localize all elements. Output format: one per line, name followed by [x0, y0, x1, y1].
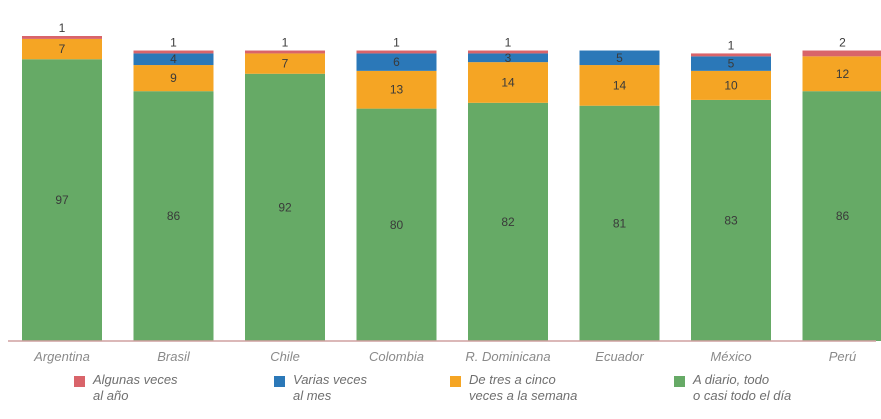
- legend-item-algunas-veces-al-ano: Algunas veces al año: [74, 372, 178, 404]
- bar-r-dominicana-varias-veces-al-mes: [468, 53, 548, 63]
- bar-colombia-a-diario: [356, 108, 437, 341]
- legend-item-varias-veces-al-mes: Varias veces al mes: [274, 372, 367, 404]
- value-label-brasil-varias-veces-al-mes: 4: [170, 52, 177, 66]
- value-label-chile-tres-a-cinco: 7: [282, 57, 289, 71]
- stacked-bar-chart: 9771869419271801361821431811458310518612…: [8, 21, 881, 364]
- value-label-argentina-algunas-veces-al-ano: 1: [59, 21, 66, 35]
- legend-swatch-a-diario: [674, 376, 685, 387]
- bar-mexico-varias-veces-al-mes: [691, 56, 771, 71]
- legend-item-de-tres-a-cinco: De tres a cinco veces a la semana: [450, 372, 577, 404]
- value-label-chile-a-diario: 92: [278, 200, 292, 214]
- bar-r-dominicana-algunas-veces-al-ano: [468, 50, 548, 54]
- bars-layer: 9771869419271801361821431811458310518612…: [22, 21, 881, 342]
- value-label-mexico-tres-a-cinco: 10: [724, 78, 738, 92]
- bar-peru-tres-a-cinco: [802, 56, 881, 92]
- category-labels: Argentina Brasil Chile Colombia R. Dominican…: [33, 349, 856, 364]
- bar-mexico-a-diario: [691, 99, 771, 342]
- legend-label-algunas-veces-al-ano: Algunas veces al año: [93, 372, 178, 403]
- bar-argentina-a-diario: [22, 59, 102, 341]
- legend: Algunas veces al año Varias veces al mes…: [0, 372, 881, 419]
- category-label-argentina: Argentina: [33, 349, 90, 364]
- value-label-ecuador-varias-veces-al-mes: 5: [616, 51, 623, 65]
- value-label-r-dominicana-a-diario: 82: [501, 215, 515, 229]
- legend-swatch-algunas-veces-al-ano: [74, 376, 85, 387]
- value-label-brasil-tres-a-cinco: 9: [170, 71, 177, 85]
- value-label-peru-a-diario: 86: [836, 209, 850, 223]
- bar-brasil-tres-a-cinco: [133, 65, 214, 92]
- category-label-brasil: Brasil: [157, 349, 191, 364]
- category-label-colombia: Colombia: [369, 349, 424, 364]
- bar-r-dominicana-tres-a-cinco: [468, 62, 548, 103]
- category-label-r-dominicana: R. Dominicana: [465, 349, 550, 364]
- bar-ecuador-varias-veces-al-mes: [579, 50, 660, 66]
- category-label-chile: Chile: [270, 349, 300, 364]
- value-label-brasil-a-diario: 86: [167, 209, 181, 223]
- value-label-brasil-algunas-veces-al-ano: 1: [170, 36, 177, 50]
- bar-peru-a-diario: [802, 91, 881, 341]
- bar-colombia-tres-a-cinco: [356, 70, 437, 109]
- legend-label-a-diario: A diario, todo o casi todo el día: [693, 372, 792, 403]
- bar-ecuador-tres-a-cinco: [579, 65, 660, 106]
- bar-argentina-algunas-veces-al-ano: [22, 36, 102, 39]
- value-label-chile-algunas-veces-al-ano: 1: [282, 36, 289, 50]
- legend-swatch-de-tres-a-cinco: [450, 376, 461, 387]
- value-label-colombia-varias-veces-al-mes: 6: [393, 55, 400, 69]
- value-label-peru-tres-a-cinco: 12: [836, 67, 850, 81]
- category-label-ecuador: Ecuador: [595, 349, 644, 364]
- bar-brasil-varias-veces-al-mes: [133, 53, 214, 66]
- bar-peru-algunas-veces-al-ano: [802, 50, 881, 57]
- bar-ecuador-a-diario: [579, 105, 660, 341]
- value-label-r-dominicana-algunas-veces-al-ano: 1: [505, 36, 512, 50]
- bar-chile-tres-a-cinco: [245, 53, 325, 74]
- value-label-colombia-algunas-veces-al-ano: 1: [393, 36, 400, 50]
- legend-label-varias-veces-al-mes: Varias veces al mes: [293, 372, 367, 403]
- legend-item-a-diario: A diario, todo o casi todo el día: [674, 372, 791, 404]
- bar-argentina-tres-a-cinco: [22, 38, 102, 60]
- bar-brasil-a-diario: [133, 91, 214, 341]
- value-label-r-dominicana-tres-a-cinco: 14: [501, 75, 515, 89]
- bar-brasil-algunas-veces-al-ano: [133, 50, 214, 54]
- bar-colombia-varias-veces-al-mes: [356, 53, 437, 71]
- bar-chile-a-diario: [245, 73, 325, 341]
- value-label-colombia-a-diario: 80: [390, 218, 404, 232]
- legend-swatch-varias-veces-al-mes: [274, 376, 285, 387]
- value-label-r-dominicana-varias-veces-al-mes: 3: [505, 51, 512, 65]
- value-label-mexico-a-diario: 83: [724, 213, 738, 227]
- bar-mexico-algunas-veces-al-ano: [691, 53, 771, 57]
- value-label-mexico-algunas-veces-al-ano: 1: [728, 38, 735, 52]
- bar-mexico-tres-a-cinco: [691, 70, 771, 100]
- bar-r-dominicana-a-diario: [468, 102, 548, 341]
- bar-colombia-algunas-veces-al-ano: [356, 50, 437, 54]
- legend-label-de-tres-a-cinco: De tres a cinco veces a la semana: [469, 372, 578, 403]
- value-label-argentina-tres-a-cinco: 7: [59, 42, 66, 56]
- bar-chile-algunas-veces-al-ano: [245, 50, 325, 54]
- value-label-ecuador-a-diario: 81: [613, 216, 627, 230]
- value-label-argentina-a-diario: 97: [55, 193, 69, 207]
- value-label-ecuador-tres-a-cinco: 14: [613, 78, 627, 92]
- value-label-colombia-tres-a-cinco: 13: [390, 83, 404, 97]
- category-label-peru: Perú: [829, 349, 856, 364]
- value-label-peru-algunas-veces-al-ano: 2: [839, 36, 846, 50]
- category-label-mexico: México: [710, 349, 751, 364]
- value-label-mexico-varias-veces-al-mes: 5: [728, 57, 735, 71]
